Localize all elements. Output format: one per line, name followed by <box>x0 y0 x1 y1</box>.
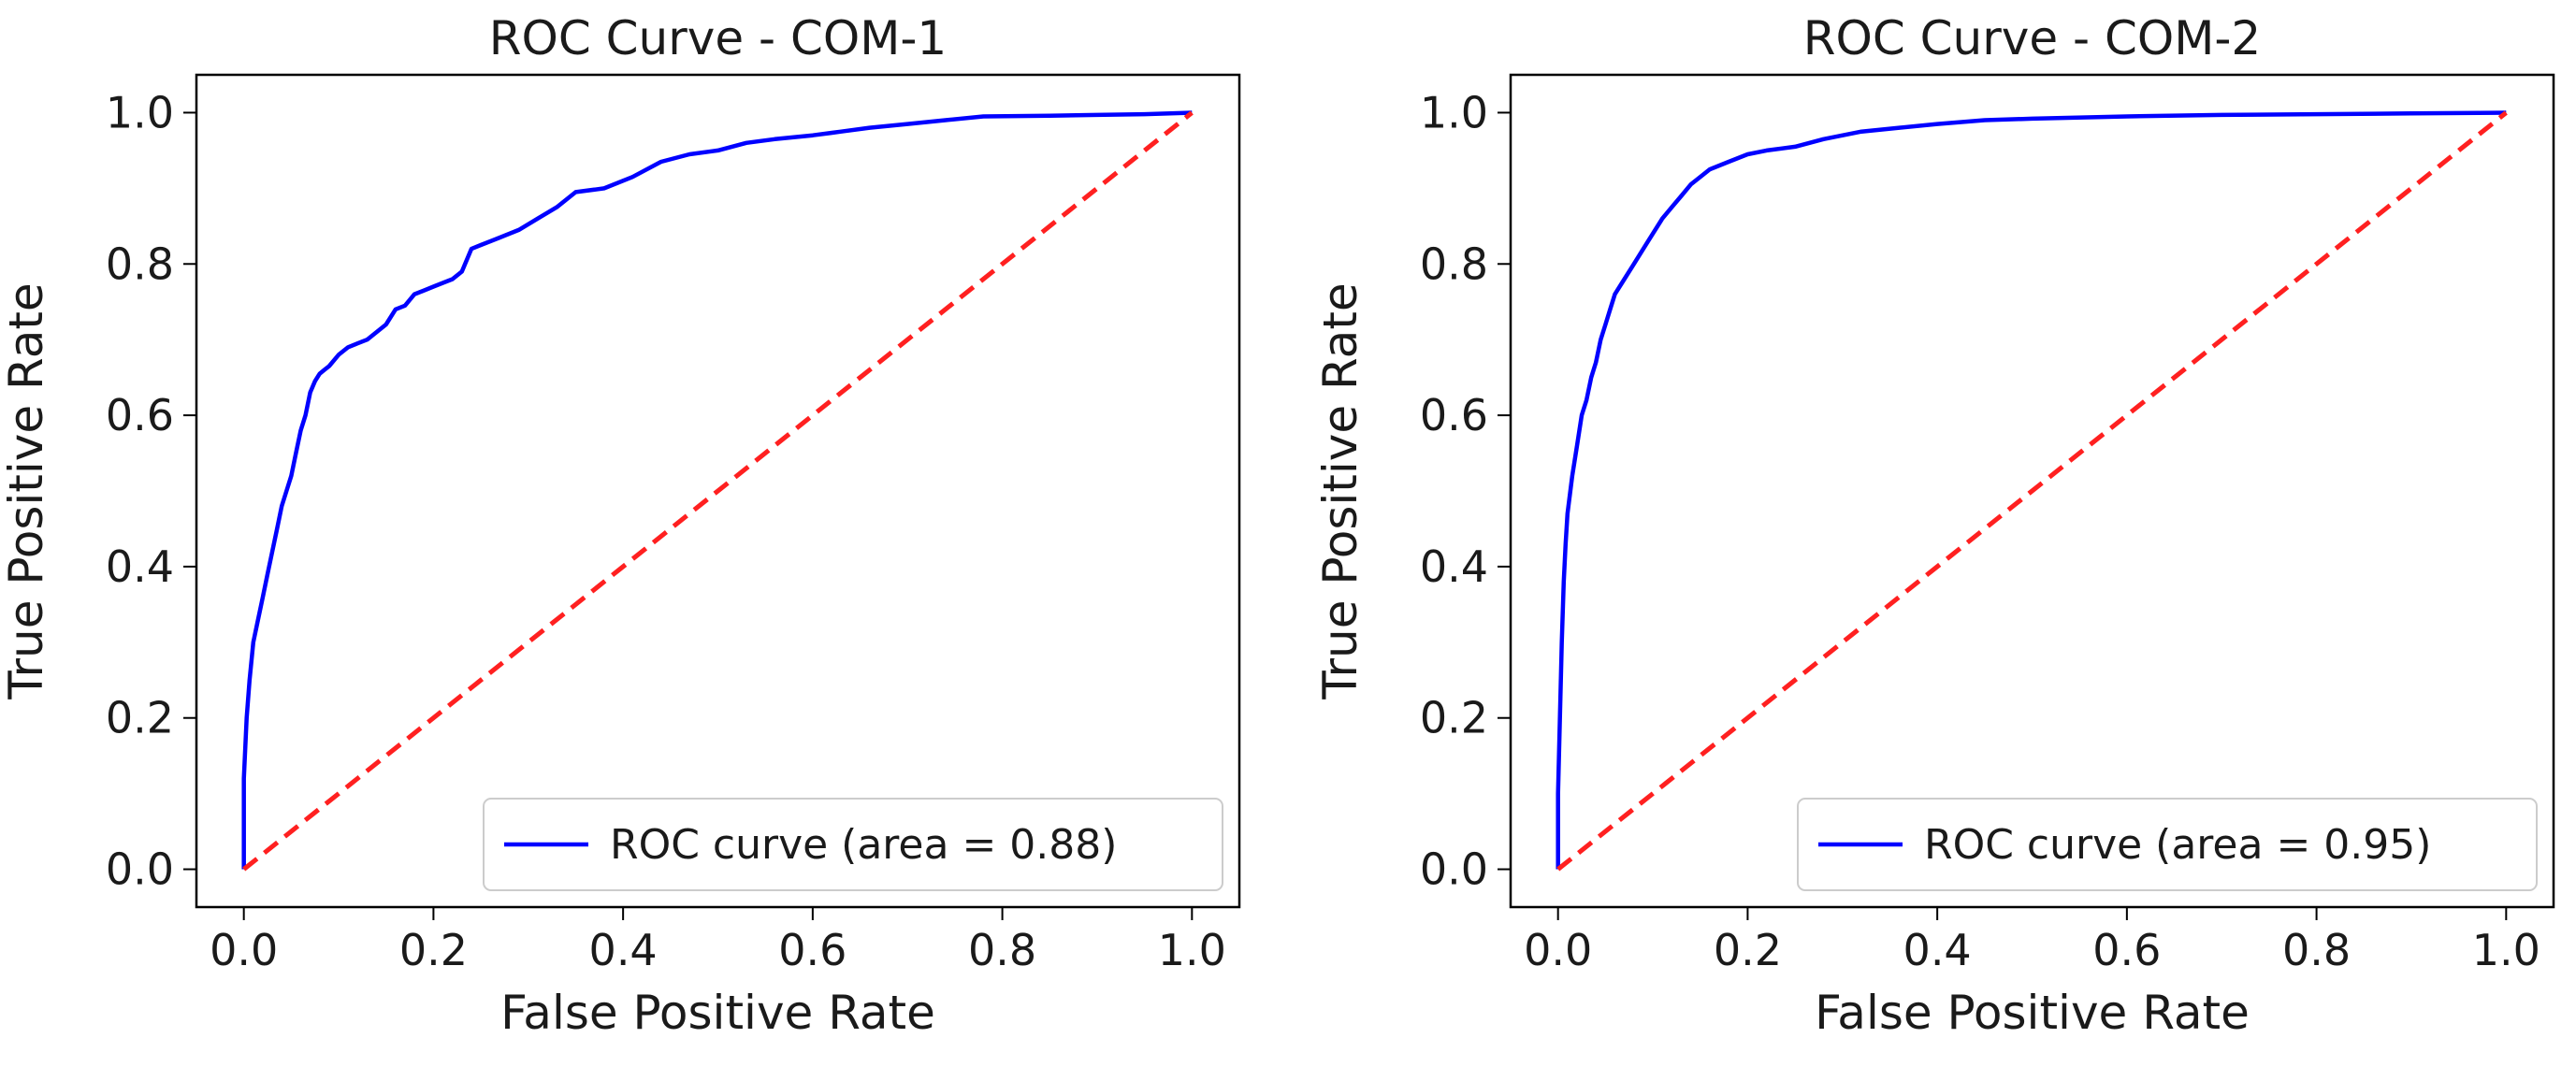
roc-curve-line <box>241 110 1193 870</box>
y-axis-label: True Positive Rate <box>1313 282 1368 699</box>
x-tick-label: 0.4 <box>589 925 658 975</box>
y-tick-label: 0.4 <box>106 541 174 592</box>
chart-title: ROC Curve - COM-2 <box>1803 11 2262 65</box>
plot-frame <box>1509 73 2555 909</box>
x-tick-label: 0.2 <box>1714 925 1782 975</box>
x-tick-label: 1.0 <box>1158 925 1226 975</box>
x-tick-label: 1.0 <box>2472 925 2540 975</box>
y-tick-label: 0.4 <box>1420 541 1488 592</box>
x-tick-label: 0.4 <box>1903 925 1972 975</box>
x-axis-label: False Positive Rate <box>500 986 935 1040</box>
x-axis-label: False Positive Rate <box>1815 986 2250 1040</box>
chart-title: ROC Curve - COM-1 <box>489 11 948 65</box>
y-axis-label: True Positive Rate <box>0 282 53 699</box>
x-tick-label: 0.2 <box>399 925 468 975</box>
y-tick-label: 0.8 <box>106 238 174 289</box>
x-tick-label: 0.0 <box>210 925 278 975</box>
y-tick-label: 0.6 <box>106 390 174 440</box>
chart-2: ROC Curve - COM-2 0.0 0.2 0.4 0.6 0.8 1.0 0.0 0.… <box>1313 11 2555 1040</box>
y-tick-label: 0.0 <box>106 844 174 895</box>
legend-box <box>1797 798 2538 891</box>
y-tick-label: 0.8 <box>1420 238 1488 289</box>
x-tick-label: 0.0 <box>1524 925 1592 975</box>
chance-diagonal-line <box>1556 110 2508 872</box>
x-tick-label: 0.6 <box>2092 925 2161 975</box>
y-tick-label: 0.6 <box>1420 390 1488 440</box>
legend-box <box>483 798 1223 891</box>
plot-frame <box>195 73 1241 909</box>
x-tick-label: 0.6 <box>778 925 847 975</box>
legend-label: ROC curve (area = 0.88) <box>610 821 1117 869</box>
x-tick-label: 0.8 <box>968 925 1036 975</box>
roc-curve-line <box>1556 110 2507 870</box>
y-tick-label: 1.0 <box>106 87 174 137</box>
chart-1: ROC Curve - COM-1 0.0 0.2 0.4 0.6 0.8 1.0 0.0 0.… <box>0 11 1241 1040</box>
legend-label: ROC curve (area = 0.95) <box>1924 821 2431 869</box>
y-tick-label: 0.0 <box>1420 844 1488 895</box>
y-tick-label: 0.2 <box>106 693 174 743</box>
y-tick-label: 0.2 <box>1420 693 1488 743</box>
x-tick-label: 0.8 <box>2282 925 2351 975</box>
chance-diagonal-line <box>242 110 1194 872</box>
y-tick-label: 1.0 <box>1420 87 1488 137</box>
